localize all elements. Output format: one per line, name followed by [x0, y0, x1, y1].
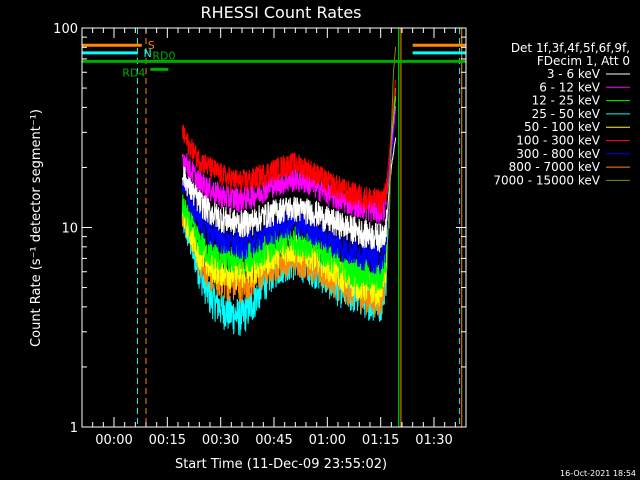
series-line-100-300-kev	[181, 80, 397, 215]
series-line-3-6-kev	[181, 137, 397, 253]
x-tick-label: 00:15	[149, 433, 186, 448]
state-label-s: S	[148, 39, 155, 52]
x-tick-label: 00:45	[255, 433, 292, 448]
legend-entry-label: 100 - 300 keV	[516, 134, 600, 148]
y-tick-label: 1	[70, 421, 78, 436]
legend-entry-label: 6 - 12 keV	[539, 80, 601, 94]
legend-entry-label: 300 - 800 keV	[516, 147, 600, 161]
state-label-rd0: RD0	[152, 49, 175, 62]
chart-title: RHESSI Count Rates	[201, 3, 362, 22]
x-tick-label: 01:15	[362, 433, 399, 448]
x-axis-label: Start Time (11-Dec-09 23:55:02)	[175, 457, 387, 472]
series-line-50-100-kev	[181, 97, 397, 307]
legend-entry-label: 12 - 25 keV	[532, 94, 601, 108]
series-line-12-25-kev	[181, 95, 397, 294]
state-label-rd4: RD4	[122, 66, 145, 79]
legend-header-line2: FDecim 1, Att 0	[537, 54, 630, 68]
y-tick-label: 100	[53, 22, 78, 37]
y-tick-label: 10	[61, 222, 78, 237]
legend-entry-label: 7000 - 15000 keV	[493, 173, 600, 187]
legend-entry-label: 800 - 7000 keV	[509, 160, 601, 174]
date-stamp: 16-Oct-2021 18:54	[560, 469, 636, 478]
y-axis-label: Count Rate (s⁻¹ detector segment⁻¹)	[29, 109, 44, 347]
x-tick-label: 01:00	[309, 433, 346, 448]
legend-entry-label: 50 - 100 keV	[524, 120, 601, 134]
x-tick-label: 00:00	[95, 433, 132, 448]
legend-entry-label: 3 - 6 keV	[547, 67, 601, 81]
legend-header-line1: Det 1f,3f,4f,5f,6f,9f,	[511, 41, 630, 55]
state-label-n: N	[143, 47, 151, 60]
series-line-7000-15000-kev	[388, 46, 397, 229]
x-tick-label: 01:30	[415, 433, 452, 448]
legend-entry-label: 25 - 50 keV	[532, 107, 601, 121]
x-tick-label: 00:30	[202, 433, 239, 448]
